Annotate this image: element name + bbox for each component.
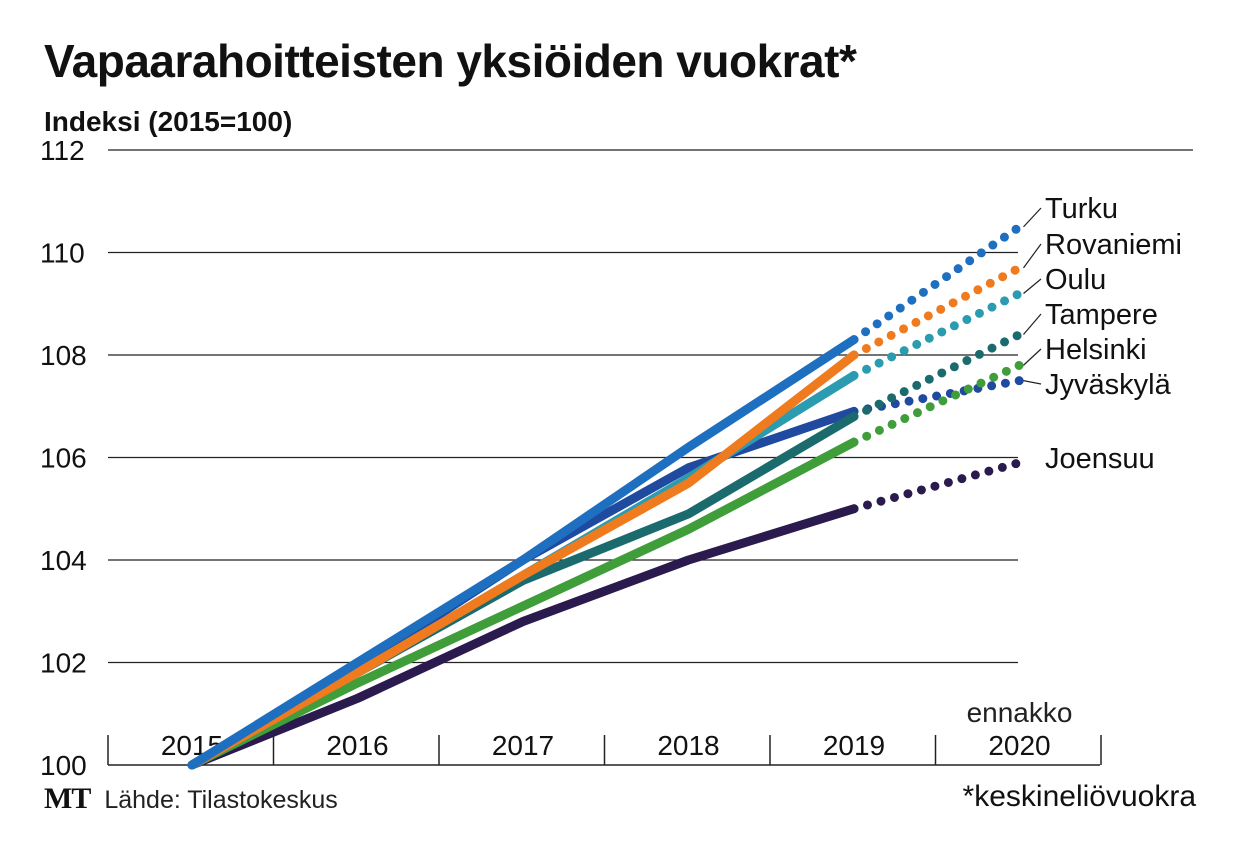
series-line-rovaniemi xyxy=(187,350,859,770)
gridlines xyxy=(108,149,1193,664)
y-tick-label: 108 xyxy=(40,340,87,371)
y-axis-ticks: 100 102 104 106 108 110 112 xyxy=(40,135,87,781)
source-line: MT Lähde: Tilastokeskus xyxy=(44,782,338,816)
chart-title: Vapaarahoitteisten yksiöiden vuokrat* xyxy=(44,35,857,87)
chart-subtitle: Indeksi (2015=100) xyxy=(44,106,293,137)
series-label-joensuu: Joensuu xyxy=(1045,443,1155,475)
y-tick-label: 110 xyxy=(40,238,85,269)
label-leader-jyvaskyla xyxy=(1023,380,1042,385)
x-tick-label: 2019 xyxy=(823,730,885,761)
forecast-label: ennakko xyxy=(967,697,1073,728)
series-label-turku: Turku xyxy=(1045,193,1118,225)
x-tick-label: 2018 xyxy=(657,730,719,761)
series-forecast-oulu xyxy=(849,289,1024,380)
y-tick-label: 104 xyxy=(40,545,87,576)
series-label-jyvaskyla: Jyväskylä xyxy=(1045,369,1172,401)
series-line-turku xyxy=(187,335,859,770)
x-tick-label: 2020 xyxy=(988,730,1050,761)
y-tick-label: 102 xyxy=(40,648,87,679)
label-leader-turku xyxy=(1023,207,1042,228)
series-label-tampere: Tampere xyxy=(1045,299,1158,331)
series-forecast-helsinki xyxy=(849,360,1024,447)
series-lines xyxy=(187,222,1024,770)
label-leader-rovaniemi xyxy=(1023,243,1042,269)
series-line-joensuu xyxy=(187,504,859,770)
series-label-helsinki: Helsinki xyxy=(1045,334,1147,366)
footnote: *keskineliövuokra xyxy=(962,780,1196,813)
series-forecast-tampere xyxy=(849,330,1024,421)
mt-logo: MT xyxy=(44,782,91,815)
series-forecast-turku xyxy=(849,222,1024,345)
x-tick-label: 2017 xyxy=(492,730,554,761)
y-tick-label: 106 xyxy=(40,443,87,474)
label-leader-oulu xyxy=(1023,278,1042,294)
series-label-rovaniemi: Rovaniemi xyxy=(1045,229,1182,261)
series-forecast-rovaniemi xyxy=(849,263,1024,360)
series-line-helsinki xyxy=(187,437,859,770)
series-label-oulu: Oulu xyxy=(1045,264,1106,296)
label-leader-helsinki xyxy=(1023,348,1042,366)
label-leader-tampere xyxy=(1023,313,1042,335)
y-tick-label: 100 xyxy=(40,750,87,781)
y-tick-label: 112 xyxy=(40,135,85,166)
x-tick-label: 2016 xyxy=(326,730,388,761)
series-labels: Turku RovaniemiOuluTampereHelsinkiJyväsky… xyxy=(1023,193,1182,475)
series-forecast-joensuu xyxy=(849,458,1024,514)
source-text: Lähde: Tilastokeskus xyxy=(104,786,338,814)
